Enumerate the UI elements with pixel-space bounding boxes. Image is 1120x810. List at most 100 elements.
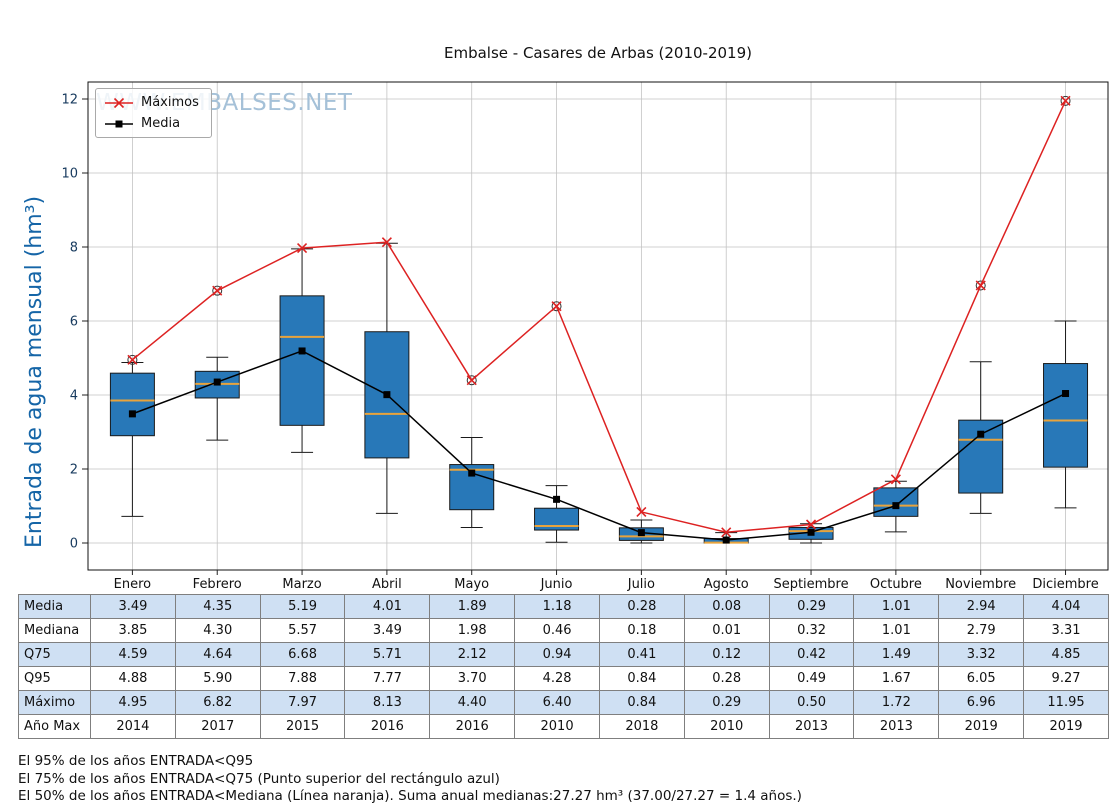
outlier-marker bbox=[975, 280, 986, 291]
y-tick-label: 2 bbox=[70, 463, 78, 478]
row-label: Año Max bbox=[18, 714, 91, 739]
table-cell: 2010 bbox=[514, 714, 600, 739]
table-row: Año Max 2014 2017 2015 2016 2016 2010 2018 2010 2… bbox=[18, 714, 1109, 739]
y-axis-label: Entrada de agua mensual (hm³) bbox=[22, 195, 47, 548]
table-cell: 2016 bbox=[429, 714, 516, 739]
table-cell: 3.31 bbox=[1023, 618, 1109, 643]
table-cell: 1.72 bbox=[853, 690, 940, 715]
table-cell: 1.01 bbox=[853, 594, 940, 619]
table-cell: 3.49 bbox=[90, 594, 176, 619]
media-square-marker bbox=[298, 347, 306, 355]
table-row: Mediana 3.85 4.30 5.57 3.49 1.98 0.46 0.18 0.01 0… bbox=[18, 618, 1109, 643]
x-tick-label: Febrero bbox=[193, 577, 242, 592]
y-tick-label: 6 bbox=[70, 315, 78, 330]
legend-x bbox=[113, 97, 125, 108]
table-cell: 2015 bbox=[259, 714, 346, 739]
x-tick-label: Octubre bbox=[870, 577, 922, 592]
maximos-marker-icon bbox=[104, 96, 134, 110]
table-cell: 1.67 bbox=[853, 666, 940, 691]
media-square-marker bbox=[977, 430, 985, 438]
table-cell: 5.19 bbox=[259, 594, 346, 619]
media-square-marker bbox=[1062, 390, 1070, 398]
outlier-marker bbox=[127, 354, 138, 365]
table-cell: 5.90 bbox=[174, 666, 261, 691]
table-cell: 2.12 bbox=[429, 642, 516, 667]
table-cell: 4.85 bbox=[1023, 642, 1109, 667]
table-cell: 4.59 bbox=[90, 642, 176, 667]
x-tick-label: Julio bbox=[627, 577, 655, 592]
media-marker-icon bbox=[104, 117, 134, 131]
legend-entry-media: Media bbox=[104, 116, 199, 131]
table-cell: 4.88 bbox=[90, 666, 176, 691]
box-month-6 bbox=[534, 507, 580, 531]
table-cell: 0.28 bbox=[683, 666, 770, 691]
media-square-marker bbox=[553, 495, 561, 503]
maximos-x-marker bbox=[381, 237, 392, 248]
media-square-marker bbox=[637, 529, 645, 537]
table-cell: 4.95 bbox=[90, 690, 176, 715]
media-line bbox=[132, 350, 1066, 541]
table-cell: 4.28 bbox=[514, 666, 600, 691]
maximos-x-marker bbox=[127, 354, 138, 365]
table-cell: 5.71 bbox=[344, 642, 431, 667]
boxplot-chart: 0 2 4 6 8 10 12 Enero Febrero Marzo Abril Mayo Junio… bbox=[61, 81, 1109, 592]
maximos-x-marker bbox=[466, 375, 477, 386]
legend-square bbox=[115, 120, 123, 127]
table-cell: 0.28 bbox=[598, 594, 685, 619]
square-marker-glyph bbox=[105, 120, 133, 127]
table-cell: 8.13 bbox=[344, 690, 431, 715]
chart-legend: Máximos Media bbox=[95, 88, 212, 138]
maximos-line bbox=[131, 100, 1067, 534]
table-cell: 7.97 bbox=[259, 690, 346, 715]
media-square-marker bbox=[128, 410, 136, 418]
table-cell: 1.49 bbox=[853, 642, 940, 667]
table-cell: 2013 bbox=[853, 714, 940, 739]
outlier-marker bbox=[551, 301, 562, 312]
legend-label-media: Media bbox=[141, 116, 181, 131]
table-cell: 4.01 bbox=[344, 594, 431, 619]
table-cell: 2014 bbox=[90, 714, 176, 739]
table-cell: 2.94 bbox=[938, 594, 1025, 619]
row-label: Q75 bbox=[18, 642, 91, 667]
maximos-x-marker bbox=[636, 506, 647, 517]
table-cell: 0.29 bbox=[683, 690, 770, 715]
table-cell: 6.40 bbox=[514, 690, 600, 715]
table-cell: 4.64 bbox=[174, 642, 261, 667]
table-cell: 0.01 bbox=[683, 618, 770, 643]
row-label: Q95 bbox=[18, 666, 91, 691]
legend-label-maximos: Máximos bbox=[141, 95, 199, 110]
y-tick-label: 0 bbox=[70, 537, 78, 552]
maximos-x-marker bbox=[212, 285, 223, 296]
table-cell: 0.84 bbox=[598, 690, 685, 715]
table-cell: 7.77 bbox=[344, 666, 431, 691]
chart-title: Embalse - Casares de Arbas (2010-2019) bbox=[444, 44, 752, 62]
table-cell: 0.12 bbox=[683, 642, 770, 667]
table-cell: 0.49 bbox=[768, 666, 855, 691]
table-cell: 0.41 bbox=[598, 642, 685, 667]
box-month-12 bbox=[1043, 363, 1089, 468]
maximos-x-marker bbox=[551, 301, 562, 312]
table-cell: 6.05 bbox=[938, 666, 1025, 691]
table-cell: 4.40 bbox=[429, 690, 516, 715]
maximos-x-marker bbox=[721, 527, 732, 538]
table-row: Máximo 4.95 6.82 7.97 8.13 4.40 6.40 0.84 0.29 0.… bbox=[18, 690, 1109, 715]
table-cell: 0.08 bbox=[683, 594, 770, 619]
media-square-marker bbox=[468, 469, 476, 477]
table-cell: 6.68 bbox=[259, 642, 346, 667]
table-cell: 0.84 bbox=[598, 666, 685, 691]
x-tick-label: Junio bbox=[540, 577, 573, 592]
table-cell: 2.79 bbox=[938, 618, 1025, 643]
table-cell: 4.35 bbox=[174, 594, 261, 619]
table-row: Q75 4.59 4.64 6.68 5.71 2.12 0.94 0.41 0.12 0.42 1… bbox=[18, 642, 1109, 667]
x-tick-label: Agosto bbox=[704, 577, 749, 592]
x-tick-label: Noviembre bbox=[945, 577, 1016, 592]
table-cell: 0.29 bbox=[768, 594, 855, 619]
y-tick-label: 12 bbox=[61, 93, 78, 108]
table-cell: 6.96 bbox=[938, 690, 1025, 715]
table-cell: 3.70 bbox=[429, 666, 516, 691]
x-tick-label: Marzo bbox=[282, 577, 321, 592]
table-cell: 1.01 bbox=[853, 618, 940, 643]
table-cell: 3.49 bbox=[344, 618, 431, 643]
media-square-marker bbox=[892, 502, 900, 510]
table-cell: 1.89 bbox=[429, 594, 516, 619]
